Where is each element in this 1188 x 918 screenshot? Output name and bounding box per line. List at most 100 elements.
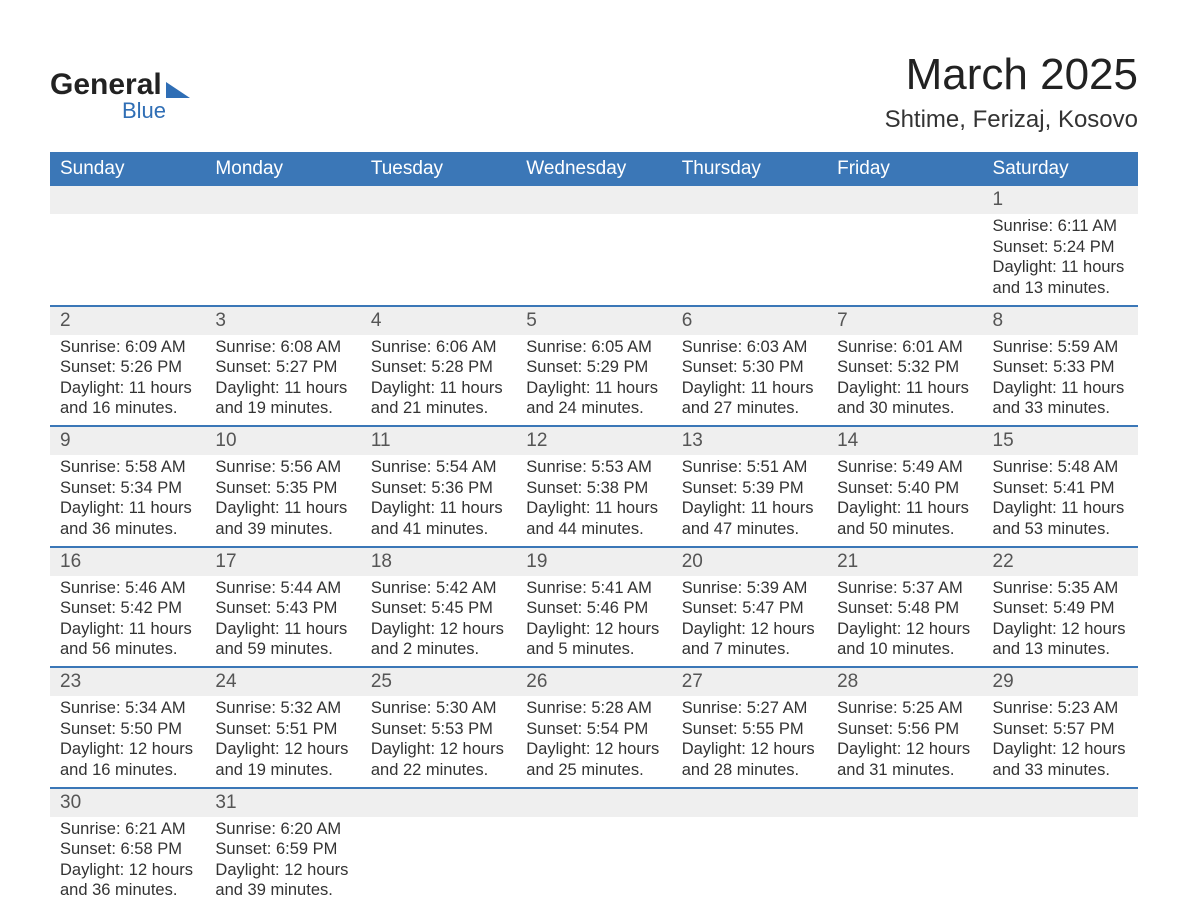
day-number-cell [361, 788, 516, 817]
day-number-cell: 15 [983, 426, 1138, 455]
day-number-cell [827, 186, 982, 214]
daylight-line-1: Daylight: 11 hours [682, 498, 817, 519]
day-data-cell [516, 214, 671, 306]
sunset-text: Sunset: 5:34 PM [60, 478, 195, 499]
day-number-cell: 2 [50, 306, 205, 335]
day-number-cell [983, 788, 1138, 817]
day-data-cell: Sunrise: 6:03 AMSunset: 5:30 PMDaylight:… [672, 335, 827, 427]
day-number-cell: 20 [672, 547, 827, 576]
day-header: Tuesday [361, 152, 516, 186]
daylight-line-2: and 39 minutes. [215, 519, 350, 540]
day-data-cell [50, 214, 205, 306]
daylight-line-1: Daylight: 11 hours [60, 378, 195, 399]
day-number-row: 2345678 [50, 306, 1138, 335]
daylight-line-2: and 21 minutes. [371, 398, 506, 419]
sunrise-text: Sunrise: 5:48 AM [993, 457, 1128, 478]
sunset-text: Sunset: 5:35 PM [215, 478, 350, 499]
daylight-line-2: and 30 minutes. [837, 398, 972, 419]
day-data-cell [361, 214, 516, 306]
sunset-text: Sunset: 5:55 PM [682, 719, 817, 740]
day-number-cell: 22 [983, 547, 1138, 576]
day-number-cell: 26 [516, 667, 671, 696]
sunrise-text: Sunrise: 5:59 AM [993, 337, 1128, 358]
brand-logo: General Blue [50, 68, 190, 124]
day-data-cell: Sunrise: 5:30 AMSunset: 5:53 PMDaylight:… [361, 696, 516, 788]
daylight-line-1: Daylight: 11 hours [371, 498, 506, 519]
sunset-text: Sunset: 5:38 PM [526, 478, 661, 499]
day-header: Monday [205, 152, 360, 186]
sunset-text: Sunset: 5:41 PM [993, 478, 1128, 499]
sunrise-text: Sunrise: 5:49 AM [837, 457, 972, 478]
sunset-text: Sunset: 5:53 PM [371, 719, 506, 740]
daylight-line-1: Daylight: 12 hours [60, 860, 195, 881]
day-number-cell: 30 [50, 788, 205, 817]
day-number-cell: 4 [361, 306, 516, 335]
sunrise-text: Sunrise: 5:23 AM [993, 698, 1128, 719]
day-data-cell: Sunrise: 6:05 AMSunset: 5:29 PMDaylight:… [516, 335, 671, 427]
sunrise-text: Sunrise: 5:25 AM [837, 698, 972, 719]
day-data-cell: Sunrise: 6:21 AMSunset: 6:58 PMDaylight:… [50, 817, 205, 908]
title-block: March 2025 Shtime, Ferizaj, Kosovo [885, 50, 1138, 134]
daylight-line-1: Daylight: 12 hours [371, 619, 506, 640]
day-header-row: Sunday Monday Tuesday Wednesday Thursday… [50, 152, 1138, 186]
sunrise-text: Sunrise: 5:39 AM [682, 578, 817, 599]
sunset-text: Sunset: 5:39 PM [682, 478, 817, 499]
day-number-cell: 1 [983, 186, 1138, 214]
daylight-line-2: and 53 minutes. [993, 519, 1128, 540]
sunset-text: Sunset: 5:36 PM [371, 478, 506, 499]
day-data-cell: Sunrise: 6:09 AMSunset: 5:26 PMDaylight:… [50, 335, 205, 427]
daylight-line-2: and 44 minutes. [526, 519, 661, 540]
day-data-cell: Sunrise: 6:08 AMSunset: 5:27 PMDaylight:… [205, 335, 360, 427]
sunrise-text: Sunrise: 6:06 AM [371, 337, 506, 358]
day-data-cell: Sunrise: 6:20 AMSunset: 6:59 PMDaylight:… [205, 817, 360, 908]
daylight-line-2: and 5 minutes. [526, 639, 661, 660]
daylight-line-2: and 36 minutes. [60, 880, 195, 901]
daylight-line-2: and 59 minutes. [215, 639, 350, 660]
daylight-line-1: Daylight: 11 hours [215, 619, 350, 640]
daylight-line-1: Daylight: 11 hours [837, 378, 972, 399]
day-number-cell: 27 [672, 667, 827, 696]
daylight-line-1: Daylight: 11 hours [215, 498, 350, 519]
sunrise-text: Sunrise: 5:58 AM [60, 457, 195, 478]
day-number-cell: 10 [205, 426, 360, 455]
daylight-line-1: Daylight: 12 hours [993, 739, 1128, 760]
daylight-line-1: Daylight: 11 hours [60, 619, 195, 640]
day-data-cell [827, 214, 982, 306]
day-number-cell [827, 788, 982, 817]
day-data-cell [983, 817, 1138, 908]
daylight-line-2: and 16 minutes. [60, 760, 195, 781]
day-number-cell [205, 186, 360, 214]
sunrise-text: Sunrise: 5:41 AM [526, 578, 661, 599]
sunrise-text: Sunrise: 5:46 AM [60, 578, 195, 599]
daylight-line-2: and 27 minutes. [682, 398, 817, 419]
day-data-cell [672, 817, 827, 908]
day-number-cell: 28 [827, 667, 982, 696]
daylight-line-2: and 19 minutes. [215, 398, 350, 419]
daylight-line-1: Daylight: 12 hours [60, 739, 195, 760]
daylight-line-2: and 31 minutes. [837, 760, 972, 781]
sunrise-text: Sunrise: 5:42 AM [371, 578, 506, 599]
day-data-cell: Sunrise: 6:06 AMSunset: 5:28 PMDaylight:… [361, 335, 516, 427]
daylight-line-1: Daylight: 11 hours [993, 378, 1128, 399]
sunrise-text: Sunrise: 6:21 AM [60, 819, 195, 840]
day-data-cell: Sunrise: 5:56 AMSunset: 5:35 PMDaylight:… [205, 455, 360, 547]
daylight-line-2: and 10 minutes. [837, 639, 972, 660]
day-number-cell: 29 [983, 667, 1138, 696]
day-data-cell: Sunrise: 5:54 AMSunset: 5:36 PMDaylight:… [361, 455, 516, 547]
day-number-row: 16171819202122 [50, 547, 1138, 576]
day-data-cell: Sunrise: 5:34 AMSunset: 5:50 PMDaylight:… [50, 696, 205, 788]
sunrise-text: Sunrise: 5:44 AM [215, 578, 350, 599]
daylight-line-1: Daylight: 12 hours [837, 619, 972, 640]
daylight-line-2: and 33 minutes. [993, 398, 1128, 419]
day-data-cell: Sunrise: 5:32 AMSunset: 5:51 PMDaylight:… [205, 696, 360, 788]
daylight-line-2: and 39 minutes. [215, 880, 350, 901]
sunset-text: Sunset: 5:56 PM [837, 719, 972, 740]
day-number-cell: 14 [827, 426, 982, 455]
daylight-line-1: Daylight: 11 hours [215, 378, 350, 399]
day-data-cell: Sunrise: 5:41 AMSunset: 5:46 PMDaylight:… [516, 576, 671, 668]
calendar-body: 1Sunrise: 6:11 AMSunset: 5:24 PMDaylight… [50, 186, 1138, 907]
day-number-cell [361, 186, 516, 214]
day-data-cell: Sunrise: 5:49 AMSunset: 5:40 PMDaylight:… [827, 455, 982, 547]
sunset-text: Sunset: 5:28 PM [371, 357, 506, 378]
day-data-cell: Sunrise: 5:51 AMSunset: 5:39 PMDaylight:… [672, 455, 827, 547]
